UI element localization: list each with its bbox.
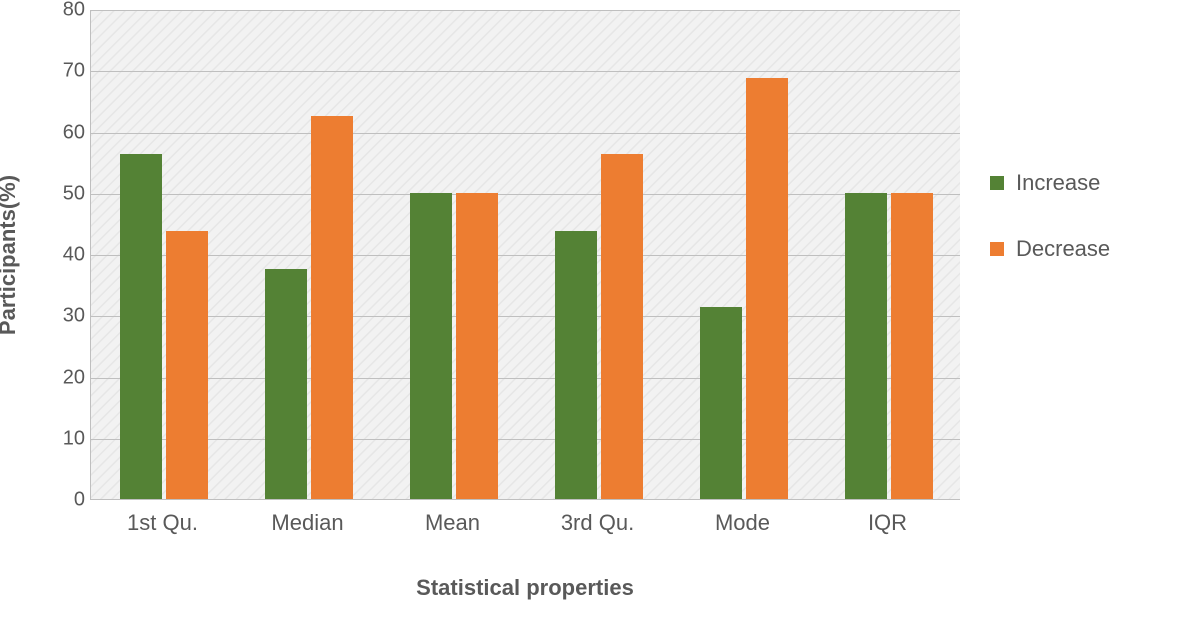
legend-label-increase: Increase — [1016, 170, 1100, 196]
bar-increase-1 — [265, 269, 307, 499]
category-label: Median — [271, 510, 343, 536]
y-tick-label: 0 — [45, 489, 85, 512]
bar-increase-5 — [845, 193, 887, 499]
bar-increase-4 — [700, 307, 742, 499]
legend-label-decrease: Decrease — [1016, 236, 1110, 262]
y-tick-label: 30 — [45, 305, 85, 328]
chart-container: Participants(%) 0 10 20 30 40 50 60 70 80 1st Qu… — [0, 0, 1181, 625]
y-tick-label: 40 — [45, 244, 85, 267]
bar-decrease-1 — [311, 116, 353, 499]
category-label: 1st Qu. — [127, 510, 198, 536]
category-label: 3rd Qu. — [561, 510, 634, 536]
bar-decrease-5 — [891, 193, 933, 499]
bar-decrease-3 — [601, 154, 643, 499]
y-tick-label: 50 — [45, 182, 85, 205]
y-tick-label: 20 — [45, 366, 85, 389]
plot-area — [90, 10, 960, 500]
y-tick-label: 70 — [45, 60, 85, 83]
x-axis-title: Statistical properties — [90, 575, 960, 601]
bar-decrease-2 — [456, 193, 498, 499]
y-tick-label: 60 — [45, 121, 85, 144]
bar-increase-0 — [120, 154, 162, 499]
bar-decrease-4 — [746, 78, 788, 499]
bar-increase-2 — [410, 193, 452, 499]
category-label: Mode — [715, 510, 770, 536]
y-tick-label: 80 — [45, 0, 85, 22]
legend: Increase Decrease — [990, 170, 1110, 302]
category-label: Mean — [425, 510, 480, 536]
legend-item-increase: Increase — [990, 170, 1110, 196]
bar-decrease-0 — [166, 231, 208, 499]
legend-swatch-decrease — [990, 242, 1004, 256]
legend-swatch-increase — [990, 176, 1004, 190]
bars-layer — [91, 10, 960, 499]
y-tick-label: 10 — [45, 427, 85, 450]
bar-increase-3 — [555, 231, 597, 499]
y-axis-title: Participants(%) — [0, 175, 21, 335]
category-label: IQR — [868, 510, 907, 536]
legend-item-decrease: Decrease — [990, 236, 1110, 262]
